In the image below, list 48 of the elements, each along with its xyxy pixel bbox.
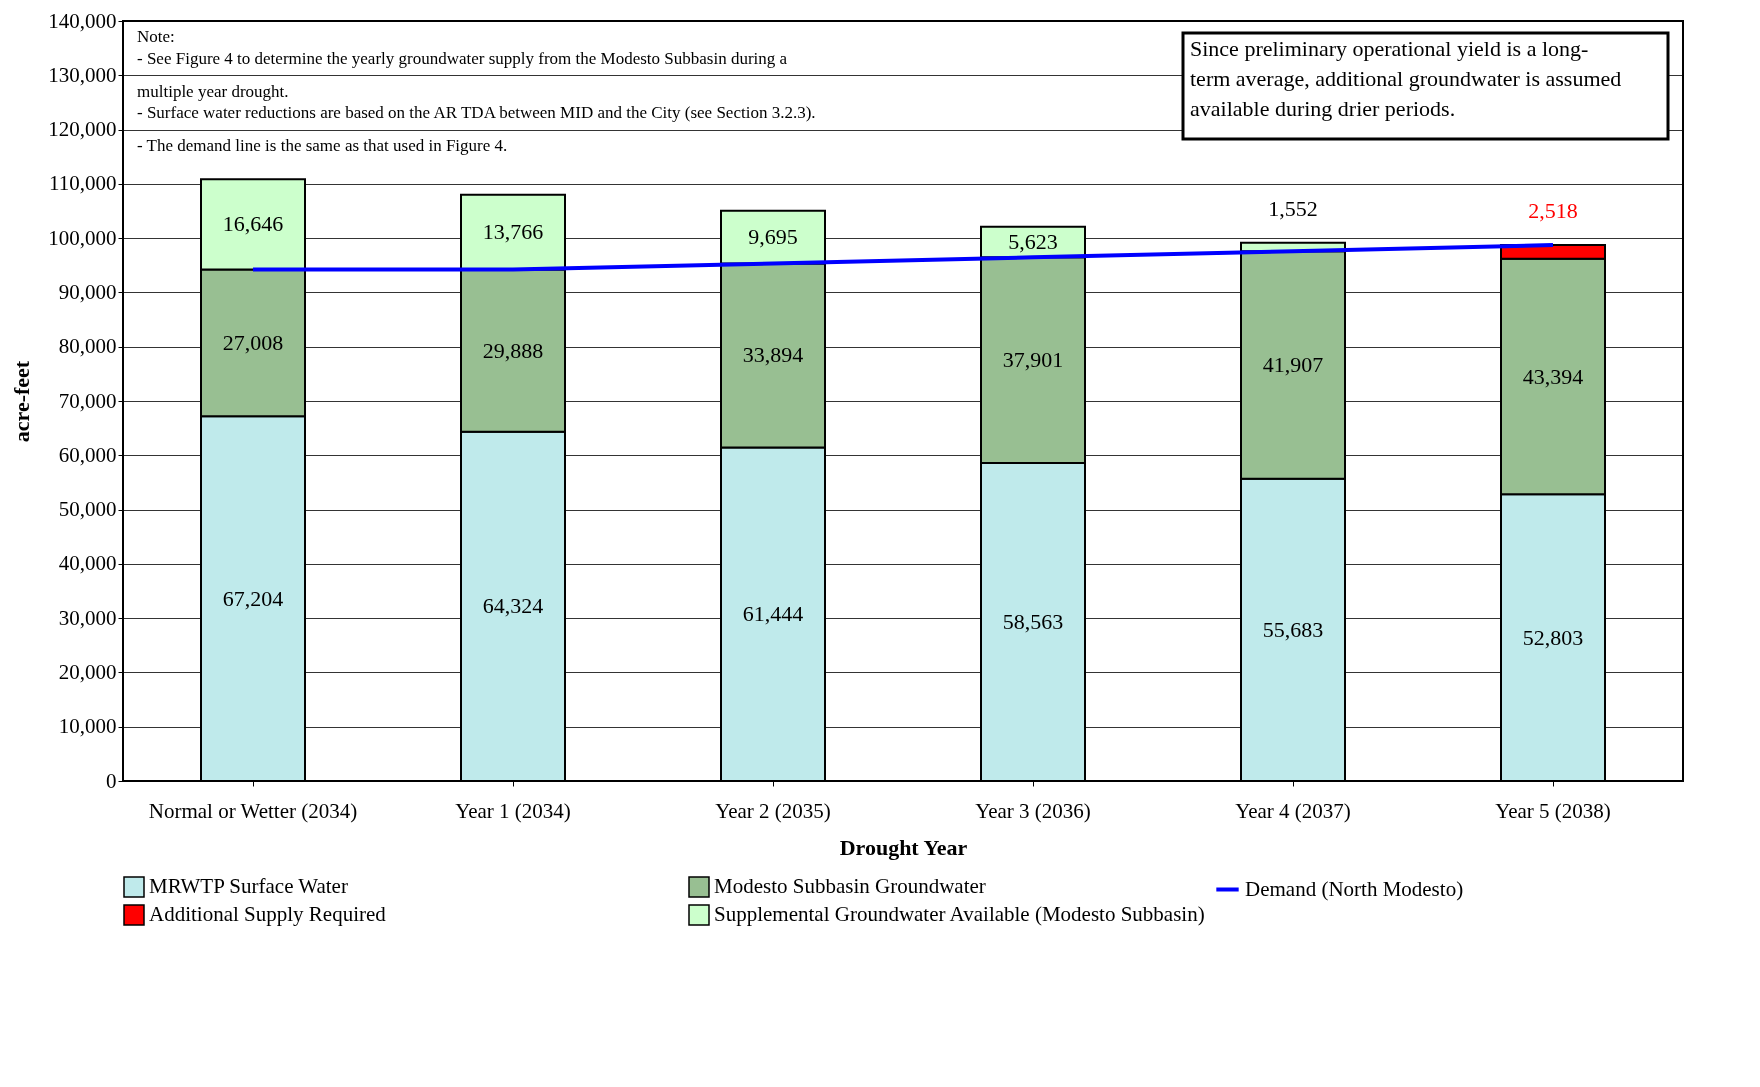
legend-label: Modesto Subbasin Groundwater xyxy=(714,874,986,898)
y-tick-label: 20,000 xyxy=(58,659,117,684)
data-label: 52,803 xyxy=(1522,624,1584,650)
y-tick-label: 30,000 xyxy=(58,605,117,630)
y-tick-label: 120,000 xyxy=(48,117,117,142)
x-axis-title: Drought Year xyxy=(839,834,968,860)
data-label: 2,518 xyxy=(1528,198,1578,224)
data-label: 5,623 xyxy=(1008,229,1058,255)
data-label: 67,204 xyxy=(222,585,284,611)
y-tick-label: 70,000 xyxy=(58,388,117,413)
data-label: 61,444 xyxy=(742,601,804,627)
data-label: 29,888 xyxy=(482,337,544,363)
data-label: 9,695 xyxy=(748,224,798,250)
annotation: Note: - See Figure 4 to determine the yearly groundwater supply from the Modesto Subbasin during a multiple year drought. - Surface water reductions are based on the AR TDA between MID and the City (see Section 3.2.3). - The demand line is the same as that used in Figure 4. xyxy=(137,27,816,155)
x-tick-label: Year 1 (2034) xyxy=(455,798,571,823)
x-tick-label: Normal or Wetter (2034) xyxy=(148,798,358,823)
y-tick-label: 40,000 xyxy=(58,551,117,576)
y-axis-title: acre-feet xyxy=(9,360,35,443)
y-tick-label: 50,000 xyxy=(58,497,117,522)
x-tick-label: Year 2 (2035) xyxy=(715,798,831,823)
data-label: 64,324 xyxy=(482,593,544,619)
x-tick-label: Year 5 (2038) xyxy=(1495,798,1611,823)
data-label: 41,907 xyxy=(1262,351,1324,377)
y-tick-label: 110,000 xyxy=(49,171,117,196)
data-label: 37,901 xyxy=(1002,347,1064,373)
annotation: Since preliminary operational yield is a long- term average, additional groundwater is assumed available during drier periods. xyxy=(1190,36,1622,121)
y-tick-label: 140,000 xyxy=(48,8,117,33)
data-label: 55,683 xyxy=(1262,616,1324,642)
data-label: 43,394 xyxy=(1522,363,1584,389)
y-tick-label: 60,000 xyxy=(58,442,117,467)
data-label: 58,563 xyxy=(1002,609,1064,635)
x-tick-label: Year 4 (2037) xyxy=(1235,798,1351,823)
y-tick-label: 90,000 xyxy=(58,279,117,304)
data-label: 13,766 xyxy=(482,219,544,245)
legend-label: Supplemental Groundwater Available (Modesto Subbasin) xyxy=(714,902,1205,926)
y-tick-label: 100,000 xyxy=(48,225,117,250)
legend-label: Additional Supply Required xyxy=(149,902,387,926)
y-tick-label: 80,000 xyxy=(58,334,117,359)
data-label: 1,552 xyxy=(1268,195,1318,221)
data-label: 16,646 xyxy=(222,211,284,237)
x-tick-label: Year 3 (2036) xyxy=(975,798,1091,823)
data-label: 27,008 xyxy=(222,329,284,355)
legend-label: MRWTP Surface Water xyxy=(149,874,348,898)
y-tick-label: 0 xyxy=(106,768,117,793)
y-tick-label: 10,000 xyxy=(58,714,117,739)
legend-label: Demand (North Modesto) xyxy=(1245,876,1464,901)
y-tick-label: 130,000 xyxy=(48,62,117,87)
data-label: 33,894 xyxy=(742,342,804,368)
